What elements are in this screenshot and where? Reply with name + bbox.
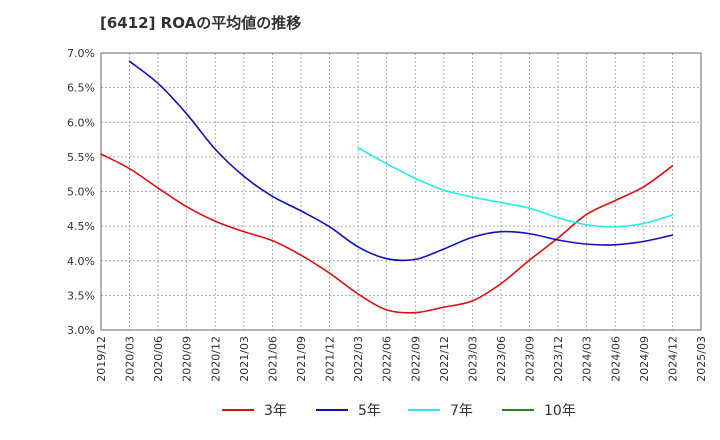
x-tick-label: 2019/12 bbox=[95, 336, 108, 382]
x-tick-label: 2025/03 bbox=[695, 336, 708, 382]
y-tick-label: 3.0% bbox=[67, 324, 95, 337]
x-tick-label: 2020/09 bbox=[181, 336, 194, 382]
legend-label-3: 10年 bbox=[544, 403, 576, 419]
y-tick-label: 5.0% bbox=[67, 186, 95, 199]
legend-label-0: 3年 bbox=[264, 403, 287, 419]
x-tick-label: 2020/03 bbox=[124, 336, 137, 382]
grid-lines bbox=[101, 53, 701, 330]
y-tick-label: 3.5% bbox=[67, 289, 95, 302]
y-tick-label: 5.5% bbox=[67, 151, 95, 164]
y-tick-label: 6.0% bbox=[67, 116, 95, 129]
x-tick-label: 2021/12 bbox=[324, 336, 337, 382]
series-line-0 bbox=[100, 153, 674, 314]
legend-label-2: 7年 bbox=[450, 403, 473, 419]
y-tick-label: 7.0% bbox=[67, 47, 95, 60]
y-tick-label: 4.0% bbox=[67, 255, 95, 268]
x-tick-label: 2023/06 bbox=[495, 336, 508, 382]
y-tick-label: 6.5% bbox=[67, 82, 95, 95]
x-tick-label: 2022/12 bbox=[438, 336, 451, 382]
x-tick-label: 2022/09 bbox=[409, 336, 422, 382]
x-tick-label: 2021/06 bbox=[266, 336, 279, 382]
legend: 3年 5年 7年 10年 bbox=[222, 403, 576, 419]
x-tick-label: 2024/06 bbox=[609, 336, 622, 382]
x-tick-label: 2023/03 bbox=[466, 336, 479, 382]
y-tick-label: 4.5% bbox=[67, 220, 95, 233]
x-tick-label: 2023/09 bbox=[524, 336, 537, 382]
series-line-2 bbox=[357, 147, 674, 228]
x-tick-label: 2022/03 bbox=[352, 336, 365, 382]
legend-label-1: 5年 bbox=[358, 403, 381, 419]
series-lines bbox=[100, 60, 674, 314]
x-tick-label: 2024/12 bbox=[666, 336, 679, 382]
x-tick-label: 2021/03 bbox=[238, 336, 251, 382]
x-tick-label: 2022/06 bbox=[381, 336, 394, 382]
x-tick-label: 2021/09 bbox=[295, 336, 308, 382]
series-line-1 bbox=[128, 60, 674, 262]
axes: 3.0% 3.5% 4.0% 4.5% 5.0% 5.5% 6.0% 6.5% 7.0% 2019… bbox=[67, 47, 708, 382]
x-tick-label: 2024/09 bbox=[638, 336, 651, 382]
plot-frame bbox=[100, 52, 702, 331]
x-tick-label: 2024/03 bbox=[581, 336, 594, 382]
chart-title: [6412] ROAの平均値の推移 bbox=[100, 14, 302, 32]
x-tick-label: 2020/12 bbox=[209, 336, 222, 382]
x-tick-label: 2020/06 bbox=[152, 336, 165, 382]
x-tick-label: 2023/12 bbox=[552, 336, 565, 382]
